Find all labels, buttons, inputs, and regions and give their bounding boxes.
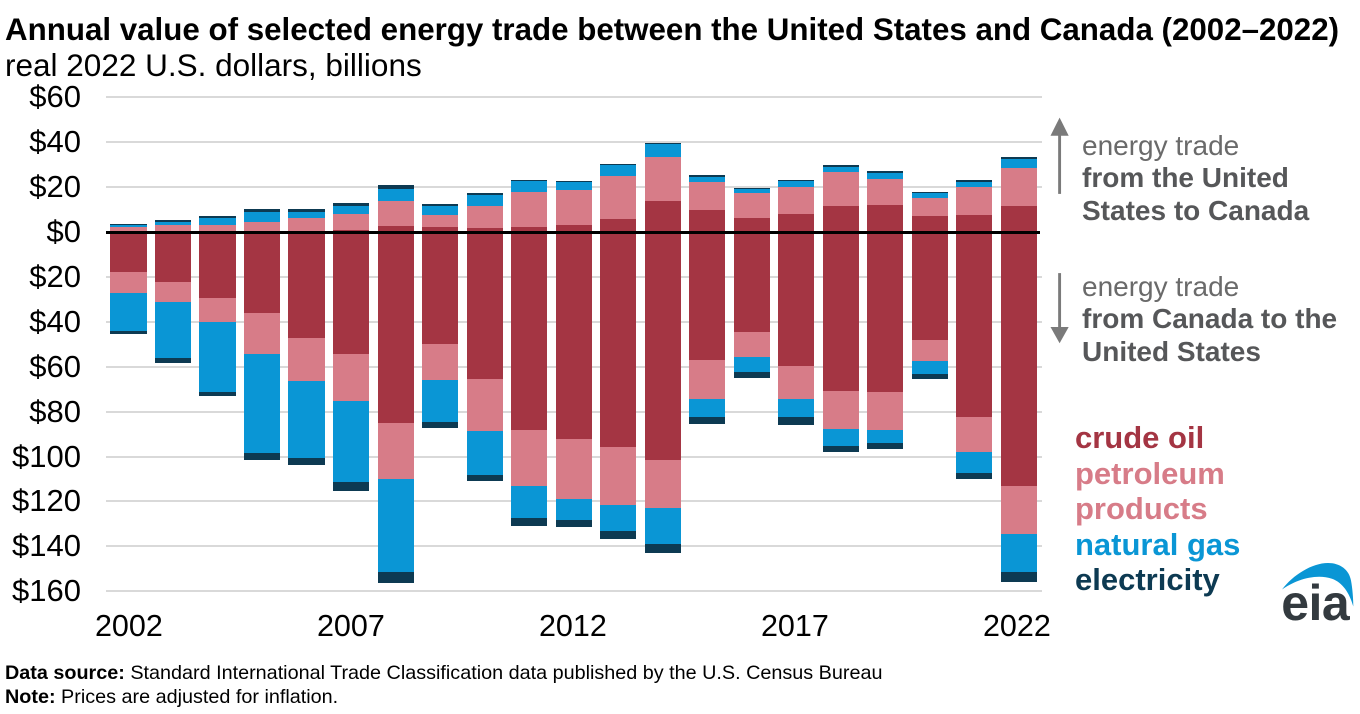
svg-text:eia: eia	[1281, 575, 1351, 623]
